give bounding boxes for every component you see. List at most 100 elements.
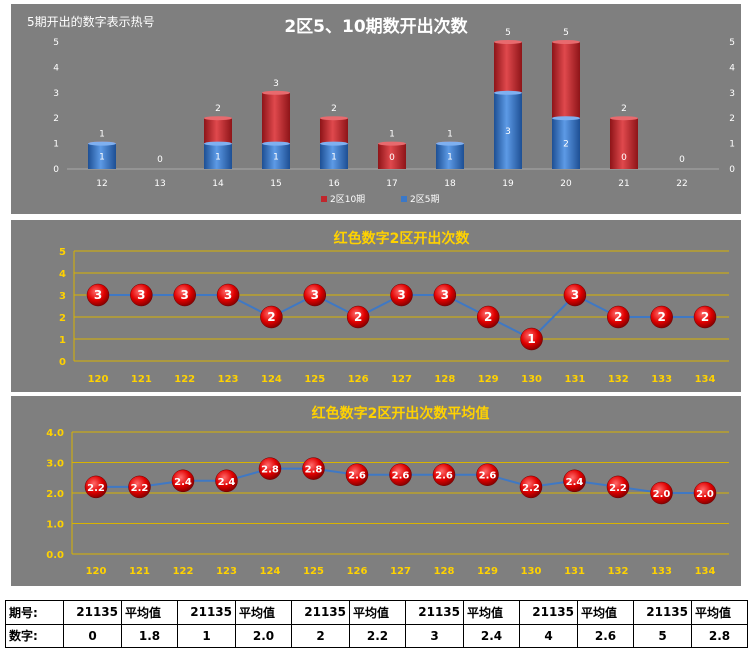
bar-5-period-top xyxy=(204,141,232,146)
bar-10-period xyxy=(610,118,638,169)
data-point xyxy=(563,469,586,493)
period-cell: 21135 xyxy=(63,600,122,625)
data-label: 2 xyxy=(701,310,709,324)
data-label-5-period: 3 xyxy=(505,127,511,137)
data-label-5-period: 2 xyxy=(563,140,569,150)
bar-10-period xyxy=(378,143,406,169)
data-label-5-period: 1 xyxy=(273,152,279,162)
data-point xyxy=(260,305,283,329)
y-tick-label-left: 5 xyxy=(53,38,59,48)
x-tick-label: 122 xyxy=(174,374,195,385)
data-point xyxy=(650,305,673,329)
x-tick-label: 134 xyxy=(695,566,716,577)
data-label: 2.2 xyxy=(131,483,149,494)
bar-5-period-top xyxy=(436,141,464,146)
bar-10-period-top xyxy=(204,116,232,121)
data-label: 2 xyxy=(267,310,275,324)
x-tick-label: 124 xyxy=(260,566,281,577)
data-label-10-period: 1 xyxy=(389,130,395,140)
data-label: 2.0 xyxy=(653,489,671,500)
data-label: 2.4 xyxy=(566,477,584,488)
data-label-5-period: 1 xyxy=(99,152,105,162)
bar-5-period-top xyxy=(552,116,580,121)
y-tick-label: 0 xyxy=(59,357,66,368)
data-label-5-period: 1 xyxy=(331,152,337,162)
x-tick-label: 123 xyxy=(218,374,239,385)
y-tick-label: 0.0 xyxy=(46,550,64,561)
x-tick-label: 121 xyxy=(129,566,150,577)
data-label: 3 xyxy=(571,288,579,302)
summary-table: 期号: 21135 平均值 21135 平均值 21135 平均值 21135 … xyxy=(5,600,748,648)
x-tick-label: 120 xyxy=(88,374,109,385)
x-tick-label: 130 xyxy=(521,374,542,385)
bar-5-period-top xyxy=(494,90,522,95)
data-point xyxy=(476,305,500,329)
x-tick-label: 131 xyxy=(564,566,585,577)
data-point xyxy=(86,283,110,307)
period-cell: 21135 xyxy=(177,600,236,625)
data-label: 2.8 xyxy=(305,465,323,476)
y-tick-label: 2 xyxy=(59,313,66,324)
digit-cell: 0 xyxy=(63,623,122,648)
data-label: 2.6 xyxy=(392,471,410,482)
data-point xyxy=(650,481,673,505)
y-tick-label-right: 1 xyxy=(729,140,735,150)
bar-5-period xyxy=(320,143,348,169)
x-tick-label: 19 xyxy=(502,179,514,189)
data-label-10-period: 0 xyxy=(679,155,685,165)
data-label: 2 xyxy=(484,310,492,324)
x-tick-label: 15 xyxy=(270,179,281,189)
data-point xyxy=(216,283,240,307)
bar-5-period xyxy=(204,143,232,169)
data-point xyxy=(606,475,630,499)
period-cell: 21135 xyxy=(633,600,692,625)
data-label-10-period: 5 xyxy=(563,28,569,38)
digit-cell: 1 xyxy=(177,623,236,648)
y-tick-label-right: 2 xyxy=(729,114,735,124)
line-chart-count-panel: 红色数字2区开出次数 0 1 2 3 4 5 120 121 122 123 124 125 126 127… xyxy=(11,220,741,392)
x-tick-label: 21 xyxy=(618,179,629,189)
bar-10-period-top xyxy=(494,40,522,44)
data-label: 2.4 xyxy=(174,477,192,488)
data-point xyxy=(607,305,630,329)
data-label: 2.4 xyxy=(218,477,236,488)
data-label: 3 xyxy=(397,288,405,302)
data-label-10-period: 5 xyxy=(505,28,511,38)
x-tick-label: 129 xyxy=(478,374,499,385)
data-label-5-period: 1 xyxy=(215,152,221,162)
x-tick-label: 124 xyxy=(261,374,282,385)
data-label-10-period: 2 xyxy=(215,104,221,114)
line-chart-average: 红色数字2区开出次数平均值 0.0 1.0 2.0 3.0 4.0 120 121 122 123… xyxy=(46,405,729,577)
bar-5-period xyxy=(552,118,580,169)
data-label: 2.8 xyxy=(261,465,279,476)
x-tick-label: 128 xyxy=(434,566,455,577)
x-tick-label: 18 xyxy=(444,179,456,189)
x-tick-label: 13 xyxy=(154,179,165,189)
bar-5-period-top xyxy=(88,141,116,146)
data-point xyxy=(693,481,717,505)
avg-label-cell: 平均值 xyxy=(235,600,292,625)
avg-label-cell: 平均值 xyxy=(121,600,178,625)
x-tick-label: 134 xyxy=(695,374,716,385)
data-label: 2 xyxy=(657,310,665,324)
data-point xyxy=(173,283,196,307)
x-tick-label: 125 xyxy=(304,374,325,385)
y-tick-label-right: 0 xyxy=(729,165,735,175)
data-label: 2.0 xyxy=(696,489,714,500)
x-tick-label: 133 xyxy=(651,374,672,385)
x-tick-label: 133 xyxy=(651,566,672,577)
x-tick-label: 126 xyxy=(348,374,369,385)
bar-5-period xyxy=(88,143,116,169)
data-label-10-period: 0 xyxy=(157,155,163,165)
data-point xyxy=(563,283,587,307)
bar-5-period xyxy=(436,143,464,169)
avg-value-cell: 2.8 xyxy=(691,623,748,648)
x-tick-label: 127 xyxy=(390,566,411,577)
bar-10-period-top xyxy=(320,116,348,121)
data-label: 2.2 xyxy=(522,483,540,494)
x-tick-label: 122 xyxy=(173,566,194,577)
data-label-5-period: 1 xyxy=(447,152,453,162)
data-label: 3 xyxy=(224,288,232,302)
data-label: 3 xyxy=(94,288,102,302)
data-point xyxy=(476,463,499,486)
